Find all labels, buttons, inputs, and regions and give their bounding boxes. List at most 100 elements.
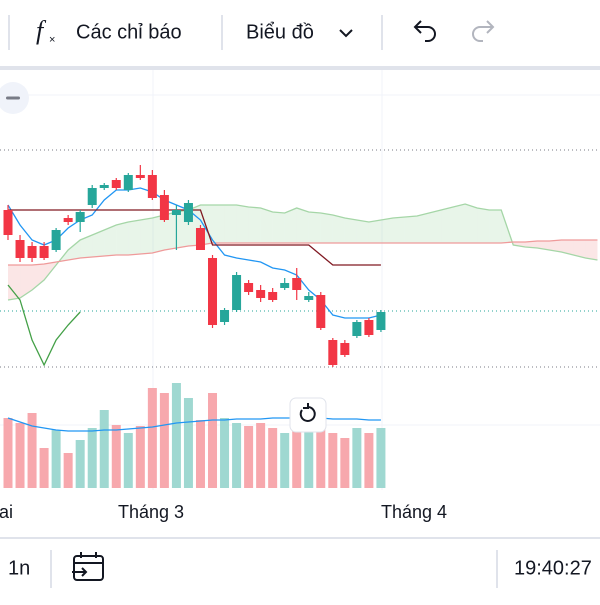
date-range-button[interactable] — [72, 552, 104, 581]
cloud-fill — [465, 204, 478, 243]
volume-bar — [280, 433, 290, 488]
cloud-fill — [344, 218, 357, 243]
volume-bar — [376, 428, 386, 488]
reset-icon — [299, 403, 316, 422]
candle-body — [147, 175, 157, 198]
indicator-line — [8, 209, 381, 266]
candle-body — [135, 175, 145, 178]
interval-button[interactable]: 1n — [8, 557, 30, 579]
volume-bar — [51, 430, 61, 488]
cloud-fill — [116, 222, 129, 255]
candle-body — [63, 218, 73, 222]
candle-body — [183, 203, 193, 222]
cloud-fill — [152, 215, 165, 253]
indicator-line — [7, 284, 81, 367]
volume-bar — [195, 420, 205, 488]
cloud-fill — [308, 212, 321, 243]
candle-body — [51, 230, 61, 250]
candle-body — [111, 180, 121, 188]
plot-area — [0, 66, 600, 490]
volume-bar — [352, 428, 362, 488]
cloud-fill — [573, 240, 586, 258]
cloud-fill — [8, 265, 21, 300]
candle-body — [328, 340, 338, 365]
volume-bar — [304, 428, 314, 488]
reset-button-bg — [289, 397, 327, 433]
volume-bar — [27, 413, 37, 488]
candle-body — [316, 295, 326, 328]
cloud-fill — [92, 230, 105, 257]
cloud-fill — [296, 208, 309, 243]
volume-bar — [183, 398, 193, 488]
candle-body — [87, 188, 97, 205]
fx-icon: × — [49, 34, 55, 46]
cloud-fill — [104, 225, 117, 256]
cloud-fill — [453, 204, 466, 243]
volume-bar — [316, 413, 326, 488]
redo-button[interactable] — [472, 20, 495, 42]
cloud-fill — [537, 241, 550, 250]
reset-button[interactable] — [289, 397, 327, 433]
cloud-fill — [20, 265, 33, 298]
cloud-fill — [477, 208, 490, 243]
candle-body — [232, 275, 242, 310]
time-axis-label: Tháng 3 — [118, 502, 184, 522]
volume-bar — [208, 393, 218, 488]
volume-bar — [87, 428, 97, 488]
volume-bar — [147, 388, 157, 488]
volume-bar — [15, 423, 25, 488]
volume-bar — [3, 418, 13, 488]
chevron-icon — [339, 29, 353, 38]
undo-button[interactable] — [413, 20, 436, 42]
candle-body — [159, 195, 169, 220]
candle-body — [171, 210, 181, 215]
toolbar — [0, 0, 600, 66]
cloud-fill — [356, 220, 369, 243]
cloud-fill — [585, 240, 598, 260]
time-axis-label: Hai — [0, 502, 13, 522]
cloud-fill — [164, 212, 177, 250]
cloud-fill — [404, 216, 418, 243]
cloud-fill — [489, 210, 502, 243]
candle-body — [340, 343, 350, 355]
cloud-fill — [128, 220, 141, 255]
candle-body — [268, 292, 278, 300]
cloud-fill — [513, 242, 526, 247]
candle-body — [99, 185, 109, 188]
cloud-fill — [441, 207, 454, 243]
candle-body — [15, 240, 25, 258]
cloud-fill — [236, 205, 249, 243]
volume-bar — [328, 433, 338, 488]
candle-body — [195, 228, 205, 250]
minus-icon — [6, 96, 20, 100]
volume-bar — [135, 426, 145, 488]
cloud-fill — [260, 208, 273, 243]
cloud-fill — [212, 205, 225, 243]
time-axis-label: Tháng 4 — [381, 502, 447, 522]
volume-bar — [268, 428, 278, 488]
volume-bar — [171, 383, 181, 488]
candle-body — [244, 283, 254, 292]
cloud-fill — [429, 210, 442, 243]
volume-bar — [256, 423, 266, 488]
candle-body — [75, 212, 85, 222]
volume-bar — [244, 426, 254, 488]
candle-body — [256, 290, 266, 298]
candle-body — [208, 258, 218, 325]
cloud-fill — [68, 240, 81, 260]
cloud-fill — [380, 218, 393, 243]
cloud-fill — [332, 215, 345, 243]
volume-bar — [75, 440, 85, 488]
indicators-button[interactable]: Các chỉ báo — [76, 21, 182, 43]
cloud-fill — [561, 240, 574, 255]
cloud-fill — [392, 217, 405, 243]
volume-bar — [39, 448, 49, 488]
candle-body — [3, 210, 13, 235]
volume-bar — [159, 393, 169, 488]
volume-bar — [220, 418, 230, 488]
volume-bar — [364, 433, 374, 488]
volume-bar — [111, 425, 121, 488]
chart-type-button[interactable]: Biểu đồ — [246, 21, 314, 43]
cloud-fill — [272, 212, 285, 243]
